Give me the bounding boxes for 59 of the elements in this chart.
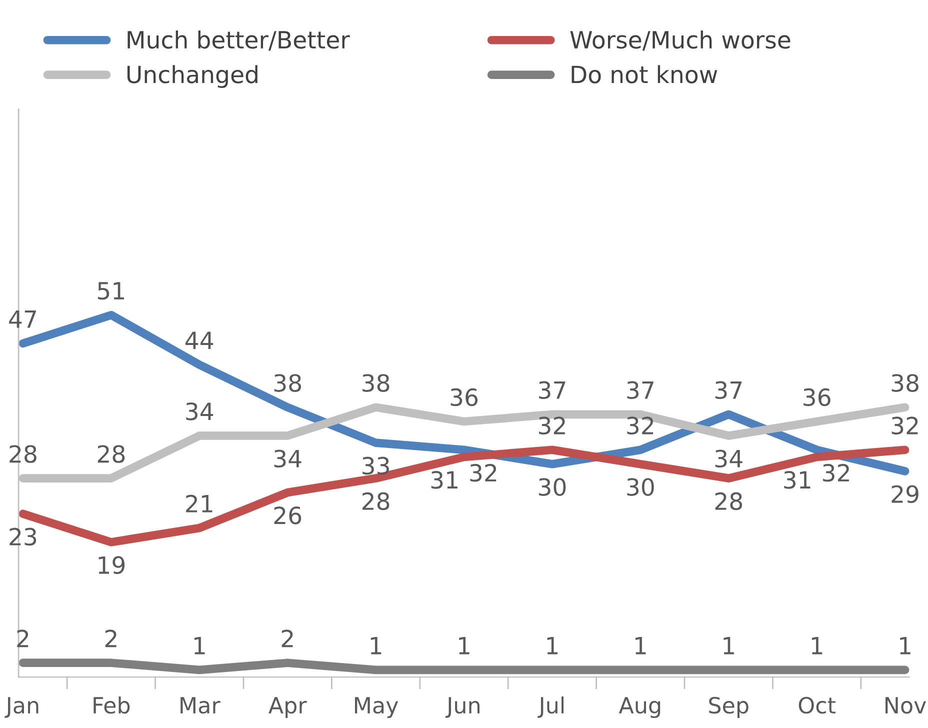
x-tick-label: Oct xyxy=(798,696,836,714)
x-tick-label: Sep xyxy=(709,696,748,718)
data-label: 32 xyxy=(892,416,918,435)
legend-label: Unchanged xyxy=(127,65,258,88)
data-label: 1 xyxy=(459,637,470,654)
data-label: 34 xyxy=(274,450,302,468)
data-label: 37 xyxy=(627,381,654,400)
data-label: 44 xyxy=(186,332,214,350)
data-label: 21 xyxy=(186,494,212,512)
data-label: 34 xyxy=(715,450,742,468)
data-label: 28 xyxy=(362,492,390,510)
data-label: 30 xyxy=(538,478,566,496)
data-label: 36 xyxy=(450,388,478,406)
x-tick-label: Aug xyxy=(618,697,660,718)
data-label: 37 xyxy=(538,381,566,400)
data-label: 1 xyxy=(900,637,910,654)
data-label: 1 xyxy=(724,637,734,654)
data-label: 51 xyxy=(98,282,124,300)
data-label: 47 xyxy=(9,310,36,328)
data-label: 33 xyxy=(362,456,389,475)
x-tick-label: Mar xyxy=(180,697,220,714)
data-label: 34 xyxy=(186,402,214,420)
data-label: 32 xyxy=(823,464,849,482)
data-label: 38 xyxy=(892,374,918,392)
data-label: 32 xyxy=(538,416,565,435)
data-label: 36 xyxy=(804,388,830,406)
data-label: 2 xyxy=(282,630,293,648)
legend-label: Much better/Better xyxy=(128,30,350,51)
data-label: 32 xyxy=(627,416,654,435)
data-label: 1 xyxy=(370,637,382,654)
data-label: 2 xyxy=(105,630,116,648)
x-tick-label: Nov xyxy=(886,697,926,714)
data-label: 28 xyxy=(715,492,742,510)
data-label: 30 xyxy=(627,478,654,496)
data-label: 2 xyxy=(17,630,28,648)
data-label: 37 xyxy=(715,381,742,400)
data-label: 1 xyxy=(812,637,822,654)
x-tick-label: Jul xyxy=(538,696,564,718)
legend-label: Worse/Much worse xyxy=(570,30,790,51)
data-label: 38 xyxy=(362,374,390,392)
data-label: 32 xyxy=(470,464,496,482)
x-tick-label: Apr xyxy=(268,697,307,718)
data-label: 1 xyxy=(194,637,205,654)
legend-label: Do not know xyxy=(572,65,718,84)
x-tick-label: Jan xyxy=(4,697,38,718)
data-label: 19 xyxy=(98,556,125,574)
data-label: 1 xyxy=(547,637,558,654)
data-label: 38 xyxy=(274,374,301,392)
x-tick-label: Jun xyxy=(445,697,480,718)
data-label: 28 xyxy=(98,445,125,463)
data-label: 23 xyxy=(10,528,36,546)
data-label: 29 xyxy=(892,485,918,504)
data-label: 26 xyxy=(274,506,302,524)
x-tick-label: May xyxy=(355,697,398,718)
x-tick-label: Feb xyxy=(94,696,130,714)
data-label: 31 xyxy=(431,470,458,489)
data-label: 1 xyxy=(635,637,646,654)
data-label: 31 xyxy=(784,470,810,489)
data-label: 28 xyxy=(10,445,36,463)
